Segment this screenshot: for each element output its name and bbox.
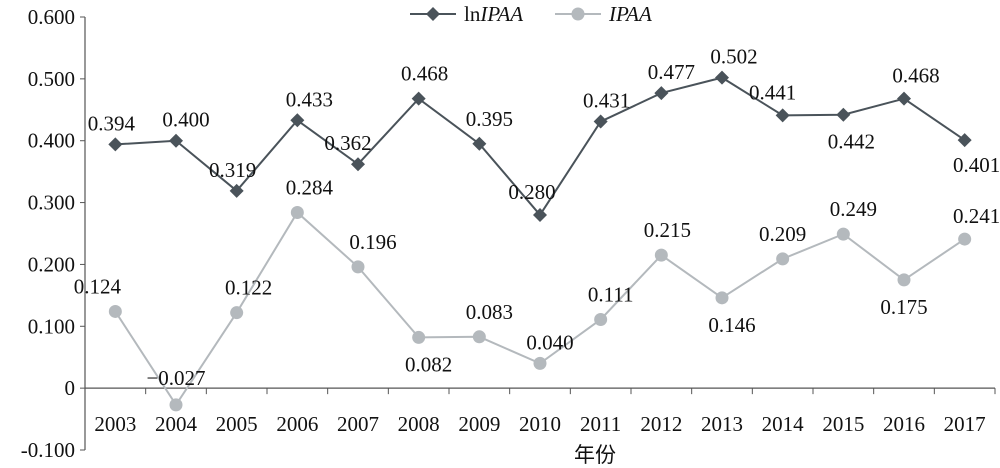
data-label: 0.400 xyxy=(162,108,209,132)
data-point-circle xyxy=(108,304,122,318)
legend-label: lnIPAA xyxy=(464,2,523,26)
x-tick-label: 2012 xyxy=(640,412,682,436)
data-point-diamond xyxy=(229,183,244,198)
data-label: 0.280 xyxy=(508,180,555,204)
legend-circle-icon xyxy=(571,7,585,21)
data-point-diamond xyxy=(775,108,790,123)
y-tick-label: 0.400 xyxy=(28,129,75,153)
data-label: 0.441 xyxy=(749,80,796,104)
data-point-circle xyxy=(897,273,911,287)
data-label: 0.122 xyxy=(225,276,272,300)
y-tick-label: -0.100 xyxy=(21,438,75,462)
data-label: 0.241 xyxy=(953,204,1000,228)
data-point-diamond xyxy=(108,137,123,152)
legend-diamond-icon xyxy=(426,7,440,21)
data-label: 0.502 xyxy=(710,45,757,69)
data-label: 0.249 xyxy=(830,197,877,221)
data-label: 0.431 xyxy=(583,89,630,113)
axes: 0.600 0.500 0.400 0.300 0.200 0.100 0 -0.100 200… xyxy=(21,5,996,462)
data-label: 0.442 xyxy=(828,130,875,154)
data-point-circle xyxy=(290,205,304,219)
data-point-diamond xyxy=(957,133,972,148)
data-point-diamond xyxy=(290,113,305,128)
x-tick-label: 2014 xyxy=(762,412,805,436)
data-point-circle xyxy=(594,312,608,326)
x-tick-label: 2013 xyxy=(701,412,743,436)
x-tick-label: 2006 xyxy=(276,412,318,436)
x-tick-label: 2003 xyxy=(94,412,136,436)
data-point-circle xyxy=(169,398,183,412)
legend-item: IPAA xyxy=(555,2,652,26)
x-tick-label: 2008 xyxy=(398,412,440,436)
data-label: 0.040 xyxy=(526,330,573,354)
data-point-circle xyxy=(351,260,365,274)
data-label: 0.146 xyxy=(708,313,755,337)
x-axis-title: 年份 xyxy=(574,443,616,467)
data-label: 0.468 xyxy=(892,64,939,88)
data-label: 0.401 xyxy=(953,153,1000,177)
y-tick-label: 0.200 xyxy=(28,252,75,276)
data-point-diamond xyxy=(533,207,547,222)
y-tick-label: 0 xyxy=(65,376,76,400)
data-point-diamond xyxy=(836,107,851,122)
data-label: 0.124 xyxy=(74,274,122,298)
data-point-diamond xyxy=(654,86,669,101)
data-label: 0.111 xyxy=(588,282,634,306)
data-point-diamond xyxy=(472,136,487,151)
data-label: 0.319 xyxy=(209,158,256,182)
legend-label: IPAA xyxy=(608,2,652,26)
data-label: 0.083 xyxy=(466,300,513,324)
series-ipaa: 0.124 −0.027 0.122 0.284 0.196 0.082 0.083 0.04… xyxy=(74,175,1000,412)
data-label: 0.175 xyxy=(880,295,927,319)
data-point-circle xyxy=(654,248,668,262)
y-tick-label: 0.100 xyxy=(28,314,75,338)
x-tick-label: 2016 xyxy=(883,412,925,436)
data-label: 0.468 xyxy=(401,62,448,86)
data-label: 0.433 xyxy=(286,87,333,111)
data-point-circle xyxy=(230,306,244,320)
y-tick-label: 0.600 xyxy=(28,5,75,29)
data-point-diamond xyxy=(715,70,729,85)
x-tick-label: 2009 xyxy=(458,412,500,436)
data-label: 0.284 xyxy=(286,175,334,199)
data-point-diamond xyxy=(351,157,365,172)
x-tick-label: 2007 xyxy=(337,412,379,436)
series-layer: 0.394 0.400 0.319 0.433 0.362 0.468 0.395 0.280… xyxy=(74,45,1000,412)
x-tick-label: 2011 xyxy=(580,412,621,436)
data-point-diamond xyxy=(897,91,911,106)
data-point-circle xyxy=(836,227,850,241)
x-tick-label: 2004 xyxy=(155,412,198,436)
y-tick-label: 0.300 xyxy=(28,191,75,215)
x-tick-label: 2005 xyxy=(216,412,258,436)
data-label: 0.395 xyxy=(466,107,513,131)
data-point-diamond xyxy=(593,114,608,129)
data-label: −0.027 xyxy=(146,366,205,390)
series-ln-ipaa: 0.394 0.400 0.319 0.433 0.362 0.468 0.395 0.280… xyxy=(88,45,1000,222)
data-point-diamond xyxy=(169,133,183,148)
legend-item: lnIPAA xyxy=(410,2,523,26)
data-label: 0.477 xyxy=(648,60,695,84)
x-tick-label: 2015 xyxy=(822,412,864,436)
series-line xyxy=(114,210,966,407)
x-tick-label: 2017 xyxy=(944,412,986,436)
data-label: 0.196 xyxy=(349,230,396,254)
data-point-circle xyxy=(533,356,547,370)
data-point-diamond xyxy=(411,91,426,106)
data-point-circle xyxy=(958,232,972,246)
data-label: 0.209 xyxy=(759,222,806,246)
legend: lnIPAA IPAA xyxy=(410,2,652,26)
data-label: 0.082 xyxy=(405,352,452,376)
data-point-circle xyxy=(472,330,486,344)
data-label: 0.362 xyxy=(324,131,371,155)
data-point-circle xyxy=(715,291,729,305)
x-tick-label: 2010 xyxy=(519,412,561,436)
data-point-circle xyxy=(776,252,790,266)
y-tick-label: 0.500 xyxy=(28,67,75,91)
data-label: 0.394 xyxy=(88,111,136,135)
data-point-circle xyxy=(412,330,426,344)
data-label: 0.215 xyxy=(644,218,691,242)
